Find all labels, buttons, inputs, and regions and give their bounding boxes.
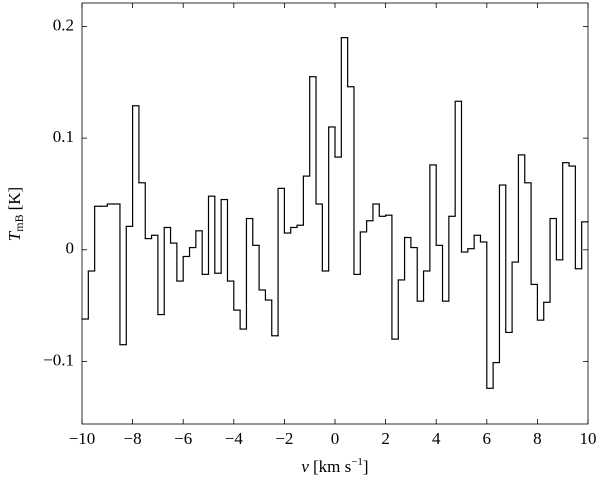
- x-tick-label: −6: [174, 429, 192, 448]
- y-tick-label: 0.2: [53, 15, 74, 34]
- x-tick-label: −8: [124, 429, 142, 448]
- x-tick-label: −4: [225, 429, 244, 448]
- y-tick-label: −0.1: [43, 350, 74, 369]
- y-axis-label: TmB[K]: [5, 187, 26, 241]
- x-tick-label: 8: [533, 429, 542, 448]
- plot-frame: [81, 2, 589, 425]
- y-tick-label: 0.1: [53, 127, 74, 146]
- x-axis-label: v [km s−1]: [301, 456, 368, 476]
- y-tick-label: 0: [66, 239, 75, 258]
- x-tick-label: −10: [69, 429, 96, 448]
- x-tick-label: 6: [483, 429, 492, 448]
- x-tick-label: 4: [432, 429, 441, 448]
- x-tick-label: 2: [381, 429, 390, 448]
- x-tick-label: 10: [580, 429, 597, 448]
- x-tick-label: −2: [275, 429, 293, 448]
- x-tick-label: 0: [331, 429, 340, 448]
